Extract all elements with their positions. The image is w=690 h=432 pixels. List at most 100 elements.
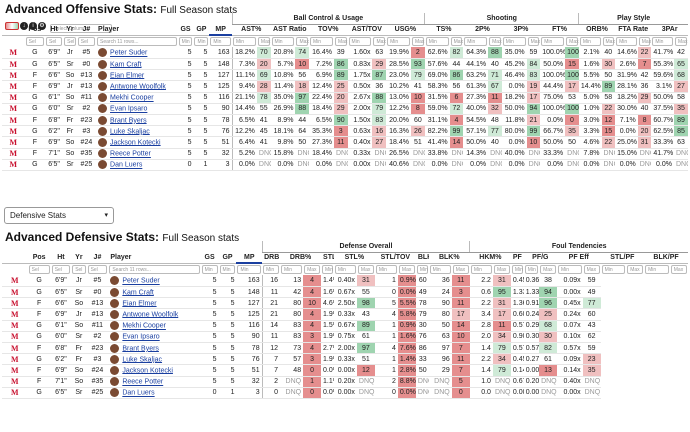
def-filter-max-input[interactable]: Max (540, 265, 556, 275)
player-name[interactable]: Peter Suder (110, 49, 148, 57)
player-name-link[interactable]: Jackson Kotecki (96, 136, 178, 149)
off-filter-min-input[interactable]: Min (387, 37, 410, 47)
player-name[interactable]: Luke Skaljac (122, 356, 163, 364)
def-filter-min-input[interactable]: Min (263, 265, 280, 275)
def-filter-min[interactable]: Min (237, 265, 262, 275)
off-header-2p-[interactable]: 2P% (463, 24, 502, 36)
off-header-ast-tov[interactable]: AST/TOV (347, 24, 387, 36)
def-filter-min-input[interactable]: Min (375, 265, 397, 275)
player-name-link[interactable]: Luke Skaljac (108, 353, 201, 366)
off-header-gs[interactable]: GS (177, 24, 194, 36)
def-filter-select[interactable]: Sel (28, 265, 50, 275)
player-name-link[interactable]: Reece Potter (96, 148, 178, 160)
def-filter-min-input[interactable]: Min (470, 265, 492, 275)
player-name[interactable]: Mekhi Cooper (110, 94, 154, 102)
off-header-3par[interactable]: 3PAr (651, 24, 688, 36)
def-header-stl-[interactable]: STL% (333, 252, 375, 264)
off-filter-max-input[interactable]: Max (373, 37, 386, 47)
player-name[interactable]: Jackson Kotecki (122, 367, 173, 375)
player-name[interactable]: Kam Craft (122, 289, 154, 296)
off-filter-max-input[interactable]: Max (566, 37, 579, 47)
def-header-stl-pf[interactable]: STL/PF (600, 252, 645, 264)
player-name[interactable]: Antwone Woolfolk (110, 83, 166, 91)
off-header-tov-[interactable]: TOV% (309, 24, 348, 36)
def-filter-min-input[interactable]: Min (558, 265, 582, 275)
player-name[interactable]: Dan Luers (122, 389, 155, 397)
off-search-input[interactable]: Search 11 rows... (97, 37, 177, 47)
player-name[interactable]: Mekhi Cooper (122, 322, 166, 330)
off-filter-min-input[interactable]: Min (502, 37, 526, 47)
def-header-j-[interactable]: J# (86, 252, 109, 264)
stats-type-dropdown[interactable]: Defensive Stats ▾ (4, 207, 114, 224)
player-name-link[interactable]: Reece Potter (108, 376, 201, 388)
off-filter-select[interactable]: Sel (46, 37, 63, 47)
def-header-gp[interactable]: GP (218, 252, 237, 264)
player-name-link[interactable]: Dan Luers (108, 387, 201, 399)
def-header-blk[interactable]: BLK (415, 252, 429, 264)
off-filter-max-input[interactable]: Max (411, 37, 424, 47)
player-name-link[interactable]: Antwone Woolfolk (108, 308, 201, 321)
def-header-mp[interactable]: MP (236, 252, 263, 265)
off-filter-max-input[interactable]: Max (675, 37, 687, 47)
def-filter-max-input[interactable]: Max (304, 265, 321, 275)
def-header-drb[interactable]: DRB (262, 252, 281, 264)
off-filter-min-input[interactable]: Min (348, 37, 372, 47)
def-filter-max-input[interactable]: Max (357, 265, 374, 275)
off-filter-min-input[interactable]: Min (652, 37, 673, 47)
off-header-ht[interactable]: Ht (45, 24, 64, 36)
player-name-link[interactable]: Peter Suder (96, 47, 178, 60)
player-name-link[interactable]: Evan Ipsaro (96, 103, 178, 116)
def-filter-min-input[interactable]: Min (281, 265, 303, 275)
def-header-blk-pf[interactable]: BLK/PF (644, 252, 688, 264)
off-filter-min-input[interactable]: Min (233, 37, 256, 47)
off-filter-max-input[interactable]: Max (334, 37, 347, 47)
player-name-link[interactable]: Mekhi Cooper (108, 320, 201, 332)
player-name[interactable]: Reece Potter (110, 150, 151, 158)
off-filter-max-input[interactable]: Max (602, 37, 615, 47)
player-name[interactable]: Reece Potter (122, 378, 164, 386)
player-name-link[interactable]: Brant Byers (108, 342, 201, 355)
off-filter-min-input[interactable]: Min (616, 37, 637, 47)
player-name[interactable]: Jackson Kotecki (110, 139, 161, 147)
player-name-link[interactable]: Evan Ipsaro (108, 331, 201, 344)
def-filter-max-input[interactable]: Max (493, 265, 510, 275)
off-header-3p-[interactable]: 3P% (501, 24, 541, 36)
def-filter-min-input[interactable]: Min (524, 265, 539, 275)
off-filter-max-input[interactable]: Max (638, 37, 651, 47)
off-filter-min[interactable]: Min (210, 37, 231, 47)
def-header-player[interactable]: Player (108, 252, 201, 264)
off-filter-min-input[interactable]: Min (310, 37, 333, 47)
def-filter-select[interactable]: Sel (87, 265, 108, 275)
off-header-fta-rate[interactable]: FTA Rate (615, 24, 652, 36)
off-header-player[interactable]: Player (96, 24, 178, 36)
player-name-link[interactable]: Dan Luers (96, 159, 178, 171)
player-name[interactable]: Evan Ipsaro (110, 105, 148, 113)
player-name[interactable]: Luke Skaljac (110, 128, 150, 136)
def-filter-min-input[interactable]: Min (429, 265, 451, 275)
def-filter-min-input[interactable]: Min (601, 265, 626, 275)
def-filter-select[interactable]: Sel (72, 265, 86, 275)
def-header-pf-g[interactable]: PF/G (523, 252, 557, 264)
def-header-stl-tov[interactable]: STL/TOV (374, 252, 416, 264)
off-header-gp[interactable]: GP (193, 24, 210, 36)
def-filter-max-input[interactable]: Max (627, 265, 644, 275)
def-header-gs[interactable]: GS (200, 252, 219, 264)
def-header-stl[interactable]: STL (321, 252, 334, 264)
player-name[interactable]: Brant Byers (122, 344, 159, 352)
def-header-pf[interactable]: PF (510, 252, 524, 264)
def-filter-min-input[interactable]: Min (322, 265, 333, 275)
def-filter-max-input[interactable]: Max (583, 265, 600, 275)
off-filter-min-input[interactable]: Min (271, 37, 295, 47)
off-filter-max-input[interactable]: Max (257, 37, 270, 47)
def-filter-min-input[interactable]: Min (511, 265, 523, 275)
player-name[interactable]: Dan Luers (110, 161, 143, 169)
off-filter-min-input[interactable]: Min (425, 37, 449, 47)
off-filter-max-input[interactable]: Max (450, 37, 463, 47)
off-header-ast-ratio[interactable]: AST Ratio (270, 24, 310, 36)
player-name-link[interactable]: Brant Byers (96, 114, 178, 127)
def-filter-min-input[interactable]: Min (416, 265, 428, 275)
off-filter-select[interactable]: Sel (25, 37, 45, 47)
player-name-link[interactable]: Antwone Woolfolk (96, 80, 178, 93)
player-name[interactable]: Brant Byers (110, 116, 147, 124)
def-header-pf-eff[interactable]: PF Eff (557, 252, 601, 264)
